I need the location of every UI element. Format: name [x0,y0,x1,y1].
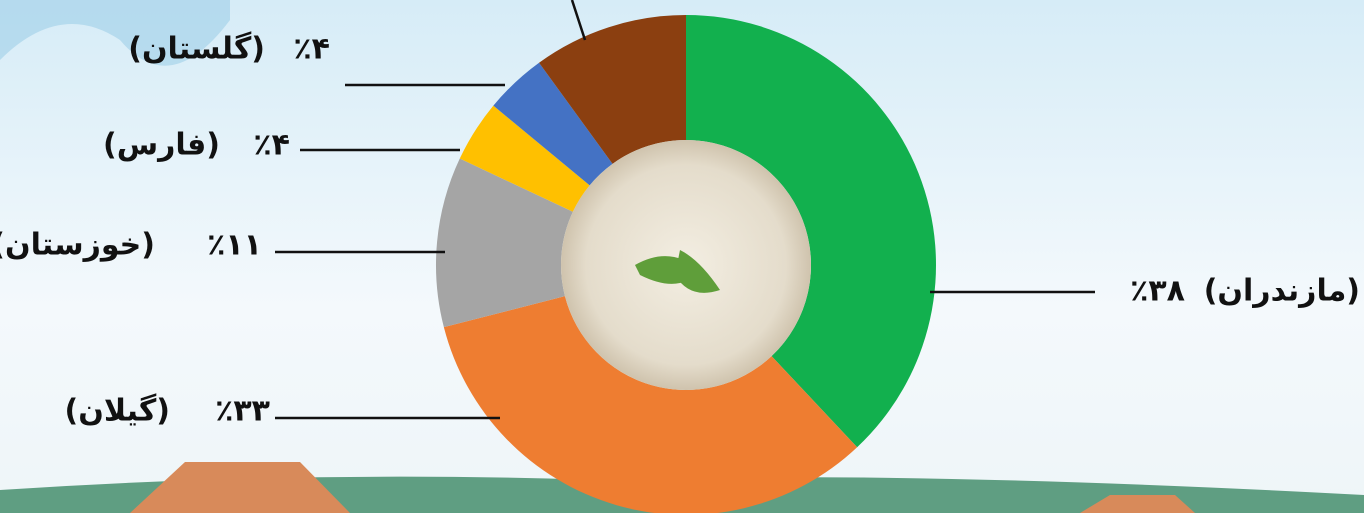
donut-slice [539,15,686,164]
donut-slice [686,15,936,448]
value-label: ٪۴ [253,128,290,163]
leader-line [570,0,587,41]
value-label: ٪۳۸ [1130,274,1185,309]
value-label: ٪۱۱ [207,228,262,263]
donut-slice [443,296,858,513]
value-label: ٪۳۳ [215,394,270,429]
background-roof [1080,495,1195,513]
donut-slice [493,62,613,186]
value-label: ٪۴ [293,32,330,67]
background-roof [130,462,350,513]
category-label: (خوزستان) [0,228,155,263]
donut-slice [436,158,573,328]
category-label: (گیلان) [65,393,171,429]
category-label: (مازندران) [1204,274,1360,309]
category-label: (گلستان) [128,31,265,67]
category-label: (فارس) [103,128,220,163]
donut-slice [459,105,590,212]
mint-leaf [635,250,720,293]
background-cloud [0,0,230,66]
